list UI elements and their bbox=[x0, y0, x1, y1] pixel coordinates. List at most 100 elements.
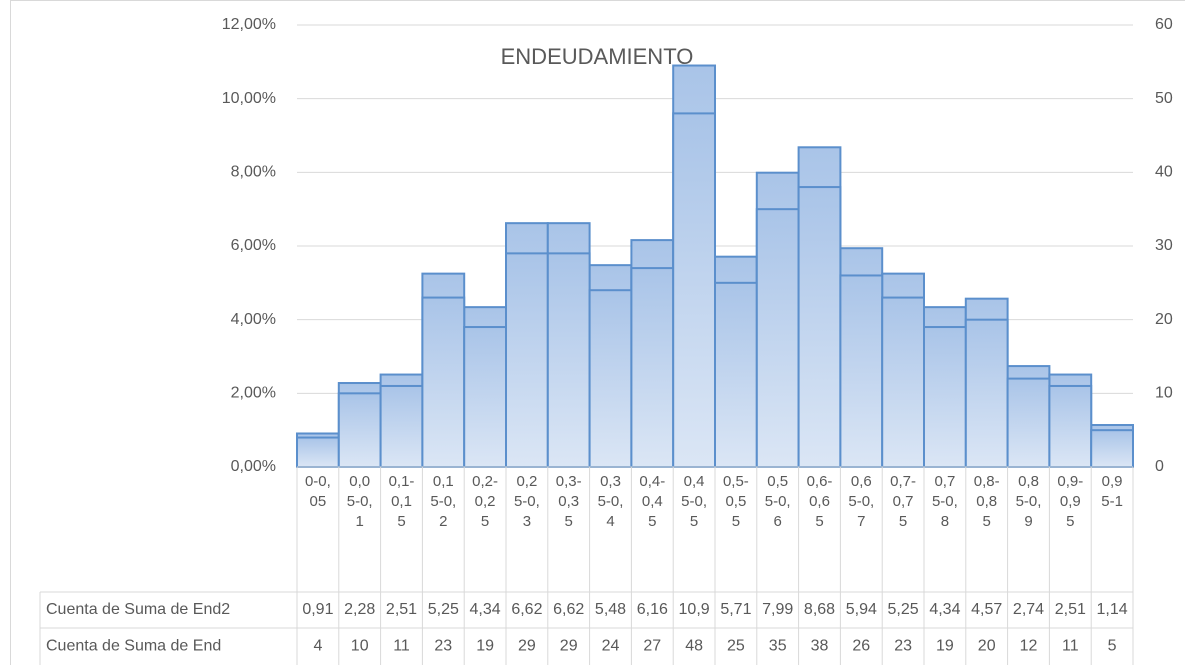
table-value: 23 bbox=[894, 638, 912, 655]
table-value: 10 bbox=[351, 638, 369, 655]
x-tick-label: 0,6-0,65 bbox=[806, 473, 833, 530]
x-tick-label: 0,05-0,1 bbox=[346, 473, 373, 530]
x-tick-label: 0,85-0,9 bbox=[1015, 473, 1042, 530]
y2-tick-label: 60 bbox=[1155, 16, 1173, 33]
table-value: 11 bbox=[393, 638, 410, 655]
bar bbox=[714, 281, 758, 469]
table-value: 5,71 bbox=[720, 601, 751, 618]
table-value: 4,57 bbox=[971, 601, 1002, 618]
legend-label: Cuenta de Suma de End bbox=[46, 638, 221, 655]
table-value: 2,74 bbox=[1013, 601, 1044, 618]
bar bbox=[463, 326, 508, 468]
bar bbox=[923, 326, 967, 468]
table-value: 2,28 bbox=[344, 601, 375, 618]
x-tick-label: 0,1-0,15 bbox=[388, 473, 415, 530]
table-value: 27 bbox=[643, 638, 661, 655]
bar bbox=[505, 252, 549, 468]
bar bbox=[881, 296, 926, 469]
x-tick-label: 0,55-0,6 bbox=[764, 473, 791, 530]
bar bbox=[839, 274, 884, 469]
table-value: 20 bbox=[978, 638, 996, 655]
table-value: 48 bbox=[685, 638, 703, 655]
bar bbox=[379, 384, 424, 469]
table-value: 5,25 bbox=[428, 601, 459, 618]
table-value: 6,16 bbox=[637, 601, 668, 618]
table-value: 4 bbox=[313, 638, 322, 655]
table-value: 2,51 bbox=[386, 601, 417, 618]
y2-tick-label: 40 bbox=[1155, 164, 1173, 181]
table-value: 26 bbox=[852, 638, 870, 655]
bar bbox=[588, 289, 633, 469]
table-value: 11 bbox=[1062, 638, 1079, 655]
table-value: 7,99 bbox=[762, 601, 793, 618]
x-tick-label: 0,4-0,45 bbox=[639, 473, 666, 530]
x-tick-label: 0,2-0,25 bbox=[472, 473, 499, 530]
table-value: 24 bbox=[602, 638, 620, 655]
y-tick-label: 6,00% bbox=[231, 237, 276, 254]
x-tick-label: 0-0,05 bbox=[304, 473, 331, 510]
table-value: 2,51 bbox=[1055, 601, 1086, 618]
bar bbox=[755, 208, 800, 469]
y2-tick-label: 0 bbox=[1155, 458, 1164, 475]
y-tick-label: 2,00% bbox=[231, 385, 276, 402]
bar bbox=[630, 267, 675, 468]
x-tick-label: 0,5-0,55 bbox=[722, 473, 749, 530]
y-tick-label: 12,00% bbox=[222, 16, 276, 33]
y-tick-label: 0,00% bbox=[231, 458, 276, 475]
y-tick-label: 4,00% bbox=[231, 311, 276, 328]
table-value: 5,48 bbox=[595, 601, 626, 618]
y-tick-label: 10,00% bbox=[222, 90, 276, 107]
table-value: 25 bbox=[727, 638, 745, 655]
y2-tick-label: 20 bbox=[1155, 311, 1173, 328]
bar bbox=[1090, 429, 1134, 468]
table-value: 5,25 bbox=[888, 601, 919, 618]
legend-label: Cuenta de Suma de End2 bbox=[46, 601, 230, 618]
table-value: 29 bbox=[560, 638, 578, 655]
y2-tick-label: 10 bbox=[1155, 385, 1173, 402]
bar bbox=[964, 318, 1009, 468]
table-value: 5 bbox=[1108, 638, 1117, 655]
bar bbox=[546, 252, 591, 468]
table-value: 19 bbox=[936, 638, 954, 655]
table-value: 4,34 bbox=[470, 601, 501, 618]
y-tick-label: 8,00% bbox=[231, 164, 276, 181]
table-value: 19 bbox=[476, 638, 494, 655]
table-value: 8,68 bbox=[804, 601, 835, 618]
bar bbox=[296, 436, 340, 468]
table-value: 38 bbox=[811, 638, 829, 655]
y2-tick-label: 50 bbox=[1155, 90, 1173, 107]
table-value: 0,91 bbox=[302, 601, 333, 618]
chart-frame bbox=[10, 0, 1185, 665]
x-tick-label: 0,95-1 bbox=[1101, 473, 1123, 510]
table-value: 1,14 bbox=[1097, 601, 1128, 618]
table-value: 23 bbox=[434, 638, 452, 655]
x-tick-label: 0,35-0,4 bbox=[597, 473, 624, 530]
bar bbox=[421, 296, 466, 469]
table-value: 4,34 bbox=[929, 601, 960, 618]
table-value: 12 bbox=[1020, 638, 1038, 655]
bar bbox=[797, 186, 842, 468]
y2-tick-label: 30 bbox=[1155, 237, 1173, 254]
x-tick-label: 0,65-0,7 bbox=[848, 473, 875, 530]
x-tick-label: 0,25-0,3 bbox=[513, 473, 540, 530]
table-value: 6,62 bbox=[511, 601, 542, 618]
bar bbox=[1048, 384, 1093, 469]
table-value: 6,62 bbox=[553, 601, 584, 618]
x-tick-label: 0,15-0,2 bbox=[430, 473, 457, 530]
bar bbox=[337, 392, 382, 469]
x-tick-label: 0,7-0,75 bbox=[890, 473, 917, 530]
table-value: 5,94 bbox=[846, 601, 877, 618]
chart-title: ENDEUDAMIENTO bbox=[501, 44, 694, 69]
bar bbox=[1006, 377, 1051, 469]
x-tick-label: 0,3-0,35 bbox=[555, 473, 582, 530]
x-tick-label: 0,75-0,8 bbox=[931, 473, 958, 530]
x-tick-label: 0,9-0,95 bbox=[1057, 473, 1084, 530]
table-value: 35 bbox=[769, 638, 787, 655]
x-tick-label: 0,45-0,5 bbox=[681, 473, 708, 530]
table-value: 10,9 bbox=[679, 601, 710, 618]
bar bbox=[672, 112, 717, 469]
x-tick-label: 0,8-0,85 bbox=[973, 473, 1000, 530]
table-value: 29 bbox=[518, 638, 536, 655]
